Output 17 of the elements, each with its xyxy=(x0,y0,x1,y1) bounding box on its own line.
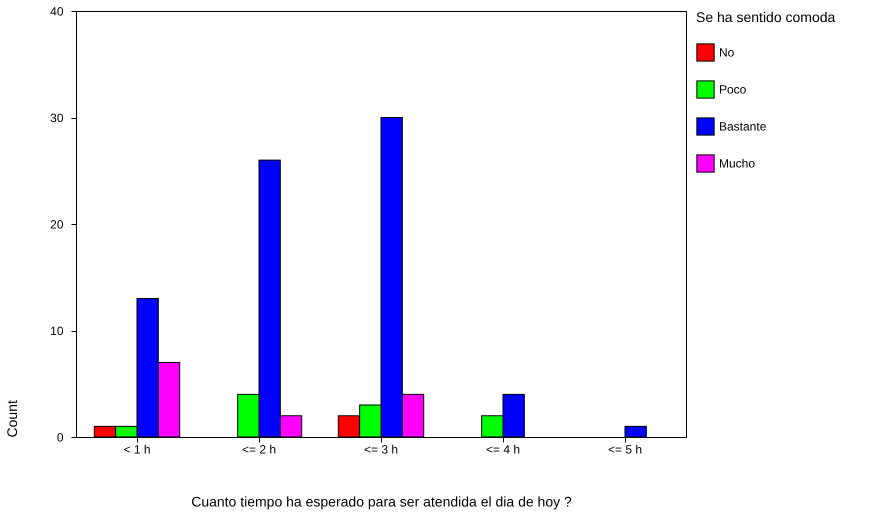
x-tick-label: <= 3 h xyxy=(364,442,398,456)
x-axis-title: Cuanto tiempo ha esperado para ser atendida el dia de hoy ? xyxy=(191,494,572,510)
legend-title: Se ha sentido comoda xyxy=(696,9,836,25)
y-tick-label: 10 xyxy=(50,324,64,338)
x-tick-label: < 1 h xyxy=(123,442,151,456)
y-tick-label: 20 xyxy=(50,218,64,232)
legend-label: Mucho xyxy=(719,156,756,170)
x-tick-label: <= 2 h xyxy=(242,442,276,456)
x-tick-label: <= 4 h xyxy=(486,442,520,456)
y-tick-label: 0 xyxy=(56,430,64,444)
y-axis-title: Count xyxy=(4,400,20,438)
legend-label: Poco xyxy=(719,82,747,96)
y-tick-label: 40 xyxy=(50,4,64,18)
legend-label: No xyxy=(719,46,735,60)
x-tick-label: <= 5 h xyxy=(608,442,642,456)
legend-label: Bastante xyxy=(719,120,767,134)
y-tick-label: 30 xyxy=(50,111,64,125)
